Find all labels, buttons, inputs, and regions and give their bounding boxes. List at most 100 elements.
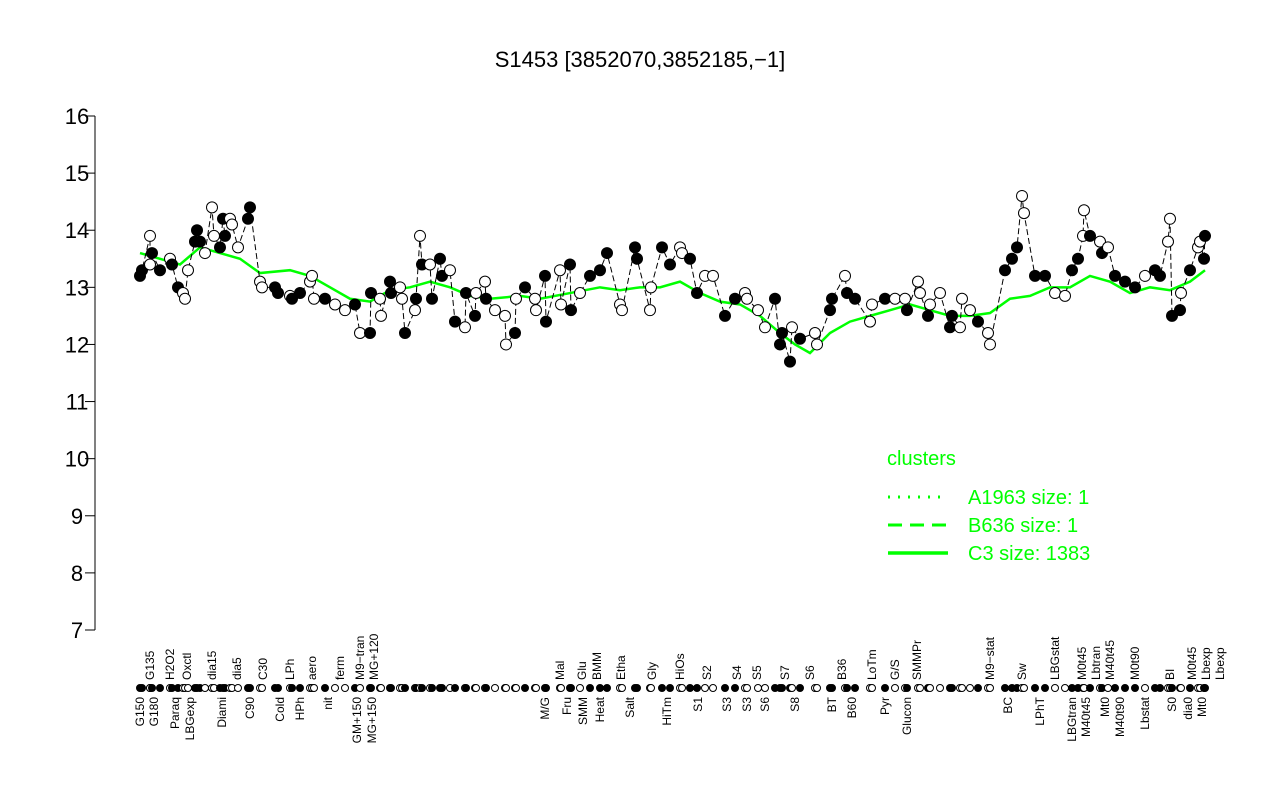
x-tick-label-bottom: LBGtran xyxy=(1065,697,1079,742)
x-tick-label-top: LoTm xyxy=(865,649,879,680)
x-rug-marker xyxy=(586,684,594,692)
data-point xyxy=(866,298,878,311)
data-point xyxy=(934,287,946,300)
data-point xyxy=(554,264,566,277)
data-point xyxy=(191,224,203,237)
data-point xyxy=(924,298,936,311)
data-point xyxy=(1102,241,1114,254)
x-tick-label-top: M0t90 xyxy=(1128,646,1142,680)
data-point xyxy=(839,269,851,282)
data-point xyxy=(707,269,719,282)
x-tick-label-bottom: dia0 xyxy=(1181,697,1195,720)
data-point xyxy=(530,304,542,317)
x-tick-label-bottom: LBGexp xyxy=(183,697,197,741)
x-tick-label-bottom: B60 xyxy=(845,697,859,719)
data-point xyxy=(426,292,438,305)
data-point xyxy=(286,292,298,305)
x-tick-label-top: M9−stat xyxy=(983,636,997,680)
x-tick-label-top: BI xyxy=(1163,669,1177,680)
x-rug-marker xyxy=(288,684,296,692)
data-point xyxy=(1154,269,1166,282)
data-point xyxy=(219,229,231,242)
data-point xyxy=(1198,252,1210,265)
x-rug-marker xyxy=(926,684,934,692)
data-point xyxy=(375,309,387,322)
data-point xyxy=(460,287,472,300)
data-point xyxy=(676,247,688,260)
x-tick-label-bottom: M40t45 xyxy=(1079,697,1093,737)
x-rug-marker xyxy=(234,684,242,692)
x-rug-marker xyxy=(843,684,851,692)
x-rug-marker xyxy=(958,684,966,692)
data-point xyxy=(1072,252,1084,265)
x-tick-label-bottom: BC xyxy=(1001,697,1015,714)
data-point xyxy=(354,327,366,340)
x-rug-marker xyxy=(201,684,209,692)
x-tick-label-bottom: S1 xyxy=(691,697,705,712)
x-rug-marker xyxy=(966,684,974,692)
x-rug-marker xyxy=(986,684,994,692)
x-rug-marker xyxy=(567,684,575,692)
x-rug-marker xyxy=(148,684,156,692)
data-point xyxy=(564,258,576,271)
x-rug-marker xyxy=(482,684,490,692)
x-tick-label-top: Etha xyxy=(614,655,628,680)
data-point xyxy=(409,304,421,317)
x-tick-label-top: S2 xyxy=(700,665,714,680)
x-tick-label-bottom: S0 xyxy=(1165,697,1179,712)
data-point xyxy=(459,321,471,334)
data-point xyxy=(154,264,166,277)
y-axis: 7 8 9 10 11 12 13 14 15 16 xyxy=(65,104,96,643)
data-point xyxy=(444,264,456,277)
x-rug-marker xyxy=(576,684,584,692)
data-point xyxy=(1129,281,1141,294)
data-point xyxy=(574,287,586,300)
data-point xyxy=(584,269,596,282)
x-tick-label-top: LPh xyxy=(283,659,297,680)
x-tick-label-top: Gly xyxy=(645,662,659,680)
data-point xyxy=(944,321,956,334)
x-rug-marker xyxy=(647,684,655,692)
data-point xyxy=(272,287,284,300)
legend-entry-label: A1963 size: 1 xyxy=(968,487,1089,509)
x-rug-marker xyxy=(512,684,520,692)
x-rug-marker xyxy=(1156,684,1164,692)
data-point xyxy=(759,321,771,334)
x-rug-marker xyxy=(367,684,375,692)
x-rug-marker xyxy=(521,684,529,692)
x-tick-label-bottom: Lbstat xyxy=(1138,696,1152,729)
data-point xyxy=(784,355,796,368)
x-tick-label-bottom: S8 xyxy=(788,697,802,712)
data-point xyxy=(811,338,823,351)
y-tick-label: 13 xyxy=(65,275,89,300)
data-point xyxy=(414,229,426,242)
x-tick-label-top: Glu xyxy=(575,661,589,680)
data-point xyxy=(529,292,541,305)
data-point xyxy=(144,258,156,271)
x-rug-marker xyxy=(948,684,956,692)
legend: clusters A1963 size: 1 B636 size: 1 C3 siz… xyxy=(887,448,1090,565)
data-point xyxy=(470,287,482,300)
x-rug-marker xyxy=(1104,684,1112,692)
data-point xyxy=(434,252,446,265)
data-point xyxy=(1184,264,1196,277)
x-rug-marker xyxy=(596,684,604,692)
data-point xyxy=(729,292,741,305)
data-point xyxy=(1162,235,1174,248)
data-point xyxy=(1174,304,1186,317)
x-rug-marker xyxy=(428,684,436,692)
x-rug-marker xyxy=(438,684,446,692)
x-rug-marker xyxy=(754,684,762,692)
data-point xyxy=(565,304,577,317)
x-rug-marker xyxy=(936,684,944,692)
data-point xyxy=(774,338,786,351)
data-point xyxy=(841,287,853,300)
x-tick-label-top: G/S xyxy=(888,659,902,680)
x-tick-label-bottom: Paraq xyxy=(168,697,182,729)
x-rug-marker xyxy=(341,684,349,692)
x-tick-label-bottom: nit xyxy=(321,696,335,709)
data-point xyxy=(776,327,788,340)
x-rug-marker xyxy=(472,684,480,692)
y-tick-label: 8 xyxy=(71,561,83,586)
